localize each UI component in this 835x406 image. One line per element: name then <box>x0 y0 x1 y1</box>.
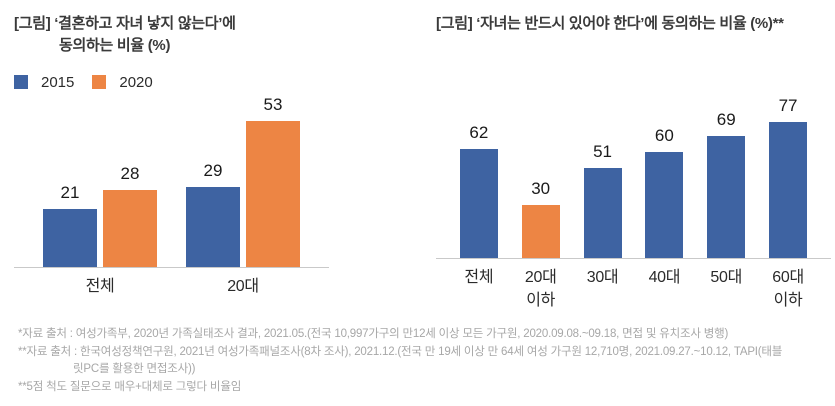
bar-group: 60 40대 <box>645 108 684 289</box>
x-axis-line <box>436 258 831 259</box>
category-label-line: 전체 <box>85 278 115 295</box>
legend: 2015 2020 <box>14 73 329 91</box>
chart-title-right: [그림] ‘자녀는 반드시 있어야 한다’에 동의하는 비율 (%)** <box>436 15 784 32</box>
bar: 62 <box>459 123 498 258</box>
bar: 77 <box>769 96 808 258</box>
category-label-line: 30대 <box>586 269 619 286</box>
category-label: 30대 <box>587 266 619 289</box>
category-label-line: 40대 <box>648 269 681 286</box>
bar-value-label: 21 <box>60 183 80 202</box>
bar: 28 <box>103 164 157 267</box>
bar-cluster: 51 <box>583 108 622 258</box>
bar-value-label: 62 <box>469 123 489 142</box>
footnote-line: **자료 출처 : 한국여성정책연구원, 2021년 여성가족패널조사(8차 조… <box>18 345 783 358</box>
chart-marriage-no-children: [그림] ‘결혼하고 자녀 낳지 않는다’에 동의하는 비율 (%) 2015 2… <box>14 13 329 298</box>
bar-value-label: 30 <box>531 179 551 198</box>
bar-group: 51 30대 <box>583 108 622 289</box>
bar-value-label: 60 <box>654 126 674 145</box>
bar-group: 21 28 전체 <box>43 107 157 298</box>
legend-item: 2015 <box>14 74 74 91</box>
footnote-line: 릿PC를 활용한 면접조사)) <box>73 363 196 375</box>
bar-cluster: 30 <box>521 108 560 258</box>
bar-value-label: 28 <box>120 164 140 183</box>
bar-cluster: 60 <box>645 108 684 258</box>
category-label-line: 50대 <box>710 269 743 286</box>
bar: 30 <box>521 179 560 258</box>
legend-swatch <box>14 75 28 89</box>
category-label-line: 20대 <box>524 269 557 286</box>
bar: 29 <box>186 161 240 267</box>
bar-cluster: 62 <box>459 108 498 258</box>
bar-value-label: 51 <box>593 142 612 161</box>
bar-cluster: 69 <box>707 108 746 258</box>
bar: 21 <box>43 183 97 267</box>
footnote-line: *자료 출처 : 여성가족부, 2020년 가족실태조사 결과, 2021.05… <box>18 328 729 340</box>
bar: 60 <box>645 126 684 258</box>
bar: 69 <box>707 110 746 258</box>
legend-item: 2020 <box>92 73 153 91</box>
bar: 53 <box>246 95 300 267</box>
category-label: 50대 <box>710 266 742 289</box>
bar-cluster: 29 53 <box>186 95 300 267</box>
bar-cluster: 77 <box>769 96 808 258</box>
bar-value-label: 77 <box>778 96 798 115</box>
category-label: 전체 <box>86 275 115 298</box>
footnotes: *자료 출처 : 여성가족부, 2020년 가족실태조사 결과, 2021.05… <box>18 326 826 396</box>
category-label-line: 전체 <box>464 269 494 286</box>
category-label: 40대 <box>649 266 681 289</box>
plot-area-left: 21 28 전체 29 53 20대 <box>14 95 329 298</box>
chart-title-left-line2: 동의하는 비율 (%) <box>59 37 171 54</box>
category-label-line: 이하 <box>526 292 556 309</box>
chart-title-left: [그림] ‘결혼하고 자녀 낳지 않는다’에 동의하는 비율 (%) <box>14 13 329 57</box>
bar-value-label: 69 <box>716 110 736 129</box>
legend-label: 2020 <box>119 73 153 91</box>
bar-group: 69 50대 <box>707 108 746 289</box>
bar-value-label: 29 <box>203 161 223 180</box>
x-axis-line <box>14 267 329 268</box>
chart-title-left-line1: [그림] ‘결혼하고 자녀 낳지 않는다’에 <box>14 15 236 32</box>
legend-swatch <box>92 75 107 89</box>
bar-group: 29 53 20대 <box>186 95 300 298</box>
chart-children-must-have: [그림] ‘자녀는 반드시 있어야 한다’에 동의하는 비율 (%)** 62 전… <box>436 13 831 312</box>
bar-value-label: 53 <box>263 95 283 114</box>
category-label: 20대 <box>227 275 259 298</box>
category-label: 전체 <box>464 266 493 289</box>
category-label-line: 이하 <box>773 292 803 309</box>
footnote-line: **5점 척도 질문으로 매우+대체로 그렇다 비율임 <box>18 380 242 393</box>
bar-cluster: 21 28 <box>43 107 157 267</box>
category-label-line: 60대 <box>772 269 804 286</box>
bar-group: 62 전체 <box>459 108 498 289</box>
bar: 51 <box>583 142 622 258</box>
legend-label: 2015 <box>41 73 75 91</box>
category-label-line: 20대 <box>227 278 259 295</box>
